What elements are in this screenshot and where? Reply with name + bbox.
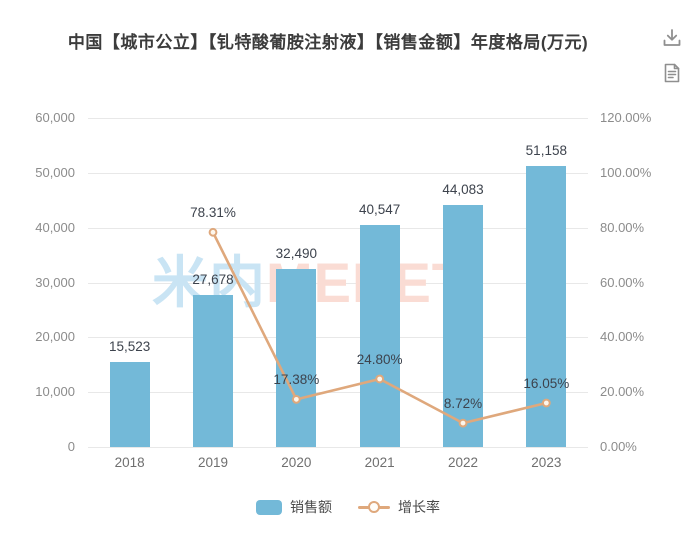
- x-axis-label-2020: 2020: [281, 455, 312, 470]
- y-axis-tick-right: 40.00%: [600, 329, 645, 345]
- y-axis-tick-right: 0.00%: [600, 439, 637, 454]
- y-axis-tick-right: 100.00%: [600, 164, 652, 180]
- growth-value-label: 16.05%: [523, 375, 570, 391]
- bar-value-label: 32,490: [275, 245, 317, 261]
- grid-line: [88, 172, 588, 174]
- x-axis-label-2019: 2019: [197, 455, 229, 470]
- y-axis-tick-left: 50,000: [35, 164, 75, 180]
- legend-item-sales[interactable]: 销售额: [256, 497, 332, 517]
- x-axis-label-2021: 2021: [364, 455, 395, 470]
- x-axis-label-2022: 2022: [447, 455, 479, 470]
- y-axis-tick-left: 10,000: [35, 384, 75, 400]
- growth-line-icon: [358, 500, 390, 514]
- grid-line: [88, 447, 588, 448]
- growth-marker: [541, 398, 551, 408]
- grid-line: [88, 337, 588, 339]
- y-axis-tick-left: 30,000: [35, 274, 75, 290]
- y-axis-tick-left: 0: [67, 439, 75, 454]
- y-axis-tick-left: 60,000: [35, 110, 75, 125]
- grid-line: [88, 392, 588, 394]
- bar-value-label: 51,158: [525, 143, 567, 159]
- y-axis-tick-right: 60.00%: [600, 274, 645, 290]
- report-icon[interactable]: [661, 62, 683, 84]
- x-axis-label-2023: 2023: [531, 455, 562, 470]
- growth-marker: [458, 418, 468, 428]
- grid-line: [88, 227, 588, 229]
- growth-value-label: 17.38%: [273, 372, 320, 388]
- legend-sales-label: 销售额: [290, 499, 332, 515]
- legend-growth-label: 增长率: [398, 499, 440, 515]
- growth-marker: [375, 374, 385, 384]
- y-axis-tick-right: 20.00%: [600, 384, 645, 400]
- growth-marker: [291, 394, 301, 404]
- bar-2020: [276, 268, 317, 447]
- bar-2021: [359, 224, 400, 447]
- bar-2022: [443, 205, 483, 447]
- y-axis-tick-right: 120.00%: [600, 110, 652, 125]
- grid-line: [88, 282, 588, 284]
- bar-2018: [109, 361, 150, 447]
- legend-item-growth[interactable]: 增长率: [358, 497, 440, 517]
- growth-value-label: 78.31%: [190, 205, 236, 221]
- growth-value-label: 8.72%: [443, 396, 483, 412]
- bar-2019: [193, 295, 233, 447]
- bar-value-label: 44,083: [442, 182, 484, 198]
- growth-value-label: 24.80%: [356, 352, 403, 367]
- grid-line: [88, 118, 588, 119]
- header-toolbar: [660, 27, 684, 97]
- sales-swatch-icon: [256, 499, 282, 515]
- download-icon[interactable]: [661, 27, 683, 49]
- growth-line: [208, 227, 551, 428]
- y-axis-tick-left: 40,000: [35, 219, 75, 235]
- chart-legend: 销售额 增长率: [0, 497, 696, 517]
- bar-value-label: 27,678: [192, 272, 234, 288]
- chart-title: 中国【城市公立】【钆特酸葡胺注射液】【销售金额】年度格局(万元): [67, 33, 589, 52]
- y-axis-tick-left: 20,000: [35, 329, 75, 345]
- y-axis-tick-right: 80.00%: [600, 219, 645, 235]
- bar-value-label: 40,547: [359, 201, 401, 217]
- growth-marker: [208, 227, 218, 237]
- bar-value-label: 15,523: [109, 338, 151, 354]
- x-axis-label-2018: 2018: [114, 455, 145, 470]
